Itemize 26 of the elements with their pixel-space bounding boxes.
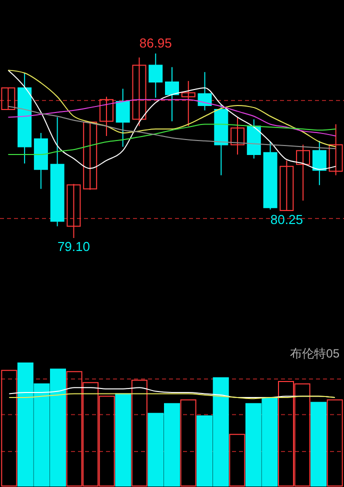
annotation: 86.95 [139, 36, 172, 51]
candlestick [312, 140, 326, 186]
candlestick [198, 72, 212, 111]
bar [310, 402, 327, 486]
annotation: 79.10 [57, 238, 90, 254]
candlestick [66, 183, 81, 238]
candlestick [132, 57, 146, 127]
candlestick [99, 96, 114, 136]
candlestick [230, 116, 245, 156]
bar [115, 393, 132, 486]
candlestick [83, 122, 98, 190]
candlestick [280, 160, 294, 212]
candlestick [181, 80, 196, 127]
candlestick [148, 53, 163, 98]
candlestick [296, 144, 310, 202]
annotation: 80.25 [270, 212, 303, 227]
bar [326, 399, 343, 486]
candlestick [116, 88, 130, 148]
bar [131, 380, 148, 486]
candlestick [165, 66, 179, 122]
bar [229, 434, 246, 486]
candlestick [328, 124, 343, 176]
chart-title: 布伦特05 [290, 346, 340, 360]
candlestick [1, 87, 16, 110]
bar [1, 370, 18, 486]
bar [180, 399, 196, 486]
